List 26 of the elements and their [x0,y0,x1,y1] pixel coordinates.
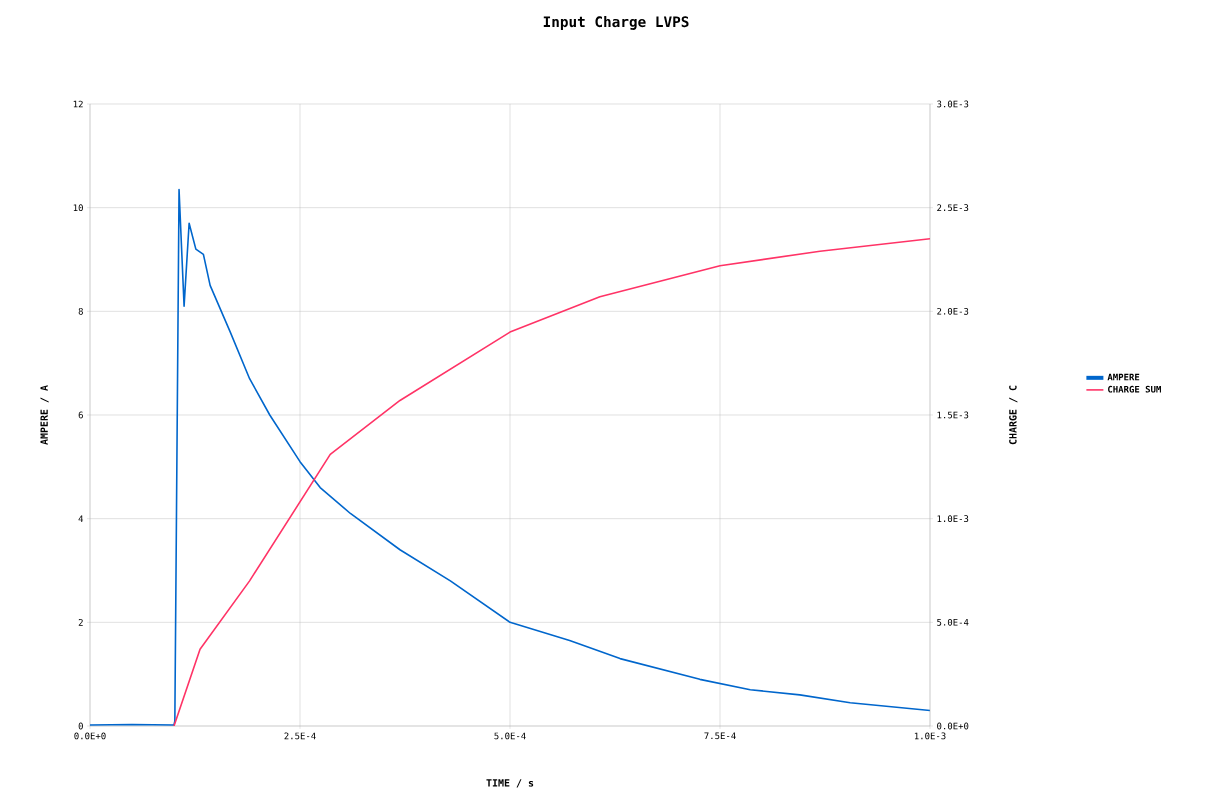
y-axis-title: AMPERE / A [40,385,49,445]
legend-label: AMPERE [1107,373,1140,381]
chart-title: Input Charge LVPS [543,16,689,30]
y-tick-label: 8 [78,307,83,315]
y2-tick-label: 5.0E-4 [937,618,969,626]
x-tick-label: 2.5E-4 [284,732,316,740]
y-tick-label: 12 [73,100,83,108]
y-tick-label: 4 [78,515,84,522]
y2-tick-label: 2.0E-3 [937,307,969,315]
x-tick-label: 0.0E+0 [74,732,106,740]
x-axis-title: TIME / s [486,779,534,788]
y-tick-label: 0 [78,722,83,730]
y-tick-label: 6 [78,411,83,419]
x-tick-label: 1.0E-3 [914,732,946,740]
y2-tick-label: 1.0E-3 [937,515,969,523]
y2-tick-label: 0.0E+0 [937,722,969,730]
y2-tick-label: 3.0E-3 [937,100,969,108]
legend-label: CHARGE SUM [1108,385,1161,393]
x-tick-label: 7.5E-4 [704,732,736,740]
y-tick-label: 2 [78,619,83,626]
x-tick-label: 5.0E-4 [494,732,526,740]
y2-axis-title: CHARGE / C [1009,385,1018,445]
y2-tick-label: 2.5E-3 [937,204,969,212]
line-series [173,237,931,726]
y2-tick-label: 1.5E-3 [937,411,969,419]
y-tick-label: 10 [73,204,83,212]
